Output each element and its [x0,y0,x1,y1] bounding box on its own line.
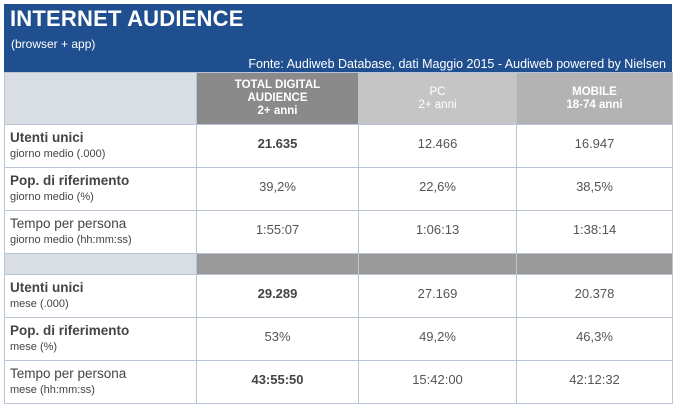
column-header-mobile: MOBILE 18-74 anni [516,72,673,125]
value-cell: 38,5% [516,167,673,211]
report-subtitle: (browser + app) [11,37,96,51]
separator-cell [4,253,197,275]
row-label-main: Tempo per persona [10,216,127,231]
row-label-sub: giorno medio (%) [10,191,94,203]
column-header-sub: 2+ anni [257,105,298,117]
value-cell: 53% [196,317,359,361]
separator-cell [516,253,673,275]
audience-table: TOTAL DIGITAL AUDIENCE 2+ anni PC 2+ ann… [4,72,673,404]
row-label: Utenti unici giorno medio (.000) [4,124,197,168]
row-label-main: Pop. di riferimento [10,173,130,188]
report-header: INTERNET AUDIENCE (browser + app) Fonte:… [4,4,672,72]
table-row: Utenti unici mese (.000) 29.289 27.169 2… [4,274,673,318]
corner-cell [4,72,197,125]
value-cell: 43:55:50 [196,360,359,404]
row-label: Utenti unici mese (.000) [4,274,197,318]
row-label-sub: mese (.000) [10,298,69,310]
value-cell: 39,2% [196,167,359,211]
row-label-sub: mese (%) [10,341,58,353]
separator-cell [196,253,359,275]
column-header-main: MOBILE [572,85,617,98]
table-row: Pop. di riferimento mese (%) 53% 49,2% 4… [4,317,673,361]
value-cell: 12.466 [358,124,517,168]
table-row: Pop. di riferimento giorno medio (%) 39,… [4,167,673,211]
value-cell: 1:55:07 [196,210,359,254]
row-label: Pop. di riferimento giorno medio (%) [4,167,197,211]
value-cell: 16.947 [516,124,673,168]
row-label: Tempo per persona giorno medio (hh:mm:ss… [4,210,197,254]
value-cell: 1:06:13 [358,210,517,254]
table-row: Utenti unici giorno medio (.000) 21.635 … [4,124,673,168]
value-cell: 1:38:14 [516,210,673,254]
row-label-main: Tempo per persona [10,366,127,381]
column-header-main: TOTAL DIGITAL [234,79,321,91]
value-cell: 15:42:00 [358,360,517,404]
column-header-sub: 18-74 anni [566,98,623,111]
table-row: Tempo per persona giorno medio (hh:mm:ss… [4,210,673,254]
value-cell: 29.289 [196,274,359,318]
value-cell: 42:12:32 [516,360,673,404]
value-cell: 21.635 [196,124,359,168]
value-cell: 27.169 [358,274,517,318]
row-label-sub: giorno medio (hh:mm:ss) [10,234,132,246]
column-header-main: PC [429,85,446,98]
row-label: Pop. di riferimento mese (%) [4,317,197,361]
value-cell: 46,3% [516,317,673,361]
row-label-sub: mese (hh:mm:ss) [10,384,95,396]
row-label-sub: giorno medio (.000) [10,148,106,160]
section-separator [4,253,673,275]
table-row: Tempo per persona mese (hh:mm:ss) 43:55:… [4,360,673,404]
column-header-main2: AUDIENCE [247,92,308,104]
value-cell: 22,6% [358,167,517,211]
column-header-pc: PC 2+ anni [358,72,517,125]
row-label: Tempo per persona mese (hh:mm:ss) [4,360,197,404]
separator-cell [358,253,517,275]
row-label-main: Pop. di riferimento [10,323,130,338]
report-title: INTERNET AUDIENCE [10,6,244,31]
column-header-row: TOTAL DIGITAL AUDIENCE 2+ anni PC 2+ ann… [4,72,673,125]
source-note: Fonte: Audiweb Database, dati Maggio 201… [248,57,666,71]
column-header-total-digital: TOTAL DIGITAL AUDIENCE 2+ anni [196,72,359,125]
row-label-main: Utenti unici [10,280,84,295]
value-cell: 20.378 [516,274,673,318]
column-header-sub: 2+ anni [418,98,457,111]
row-label-main: Utenti unici [10,130,84,145]
value-cell: 49,2% [358,317,517,361]
